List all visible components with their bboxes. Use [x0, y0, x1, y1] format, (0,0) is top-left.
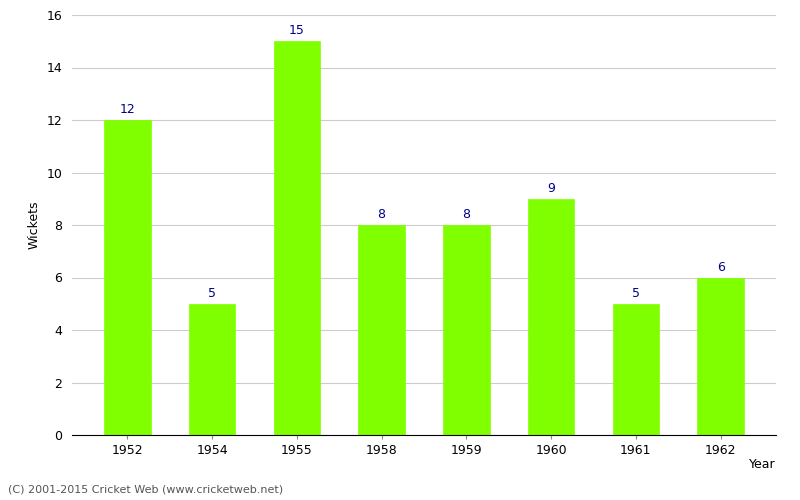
Bar — [358, 225, 405, 435]
Text: 5: 5 — [632, 287, 640, 300]
Text: 8: 8 — [378, 208, 386, 221]
Text: (C) 2001-2015 Cricket Web (www.cricketweb.net): (C) 2001-2015 Cricket Web (www.cricketwe… — [8, 485, 283, 495]
Text: 15: 15 — [289, 24, 305, 38]
Text: 6: 6 — [717, 260, 725, 274]
Bar — [528, 198, 574, 435]
Bar — [613, 304, 659, 435]
Text: 9: 9 — [547, 182, 555, 195]
Bar — [443, 225, 490, 435]
Text: Year: Year — [750, 458, 776, 470]
Bar — [698, 278, 744, 435]
Text: 5: 5 — [208, 287, 216, 300]
Bar — [104, 120, 150, 435]
Y-axis label: Wickets: Wickets — [28, 200, 41, 249]
Text: 8: 8 — [462, 208, 470, 221]
Text: 12: 12 — [119, 103, 135, 116]
Bar — [189, 304, 235, 435]
Bar — [274, 42, 320, 435]
